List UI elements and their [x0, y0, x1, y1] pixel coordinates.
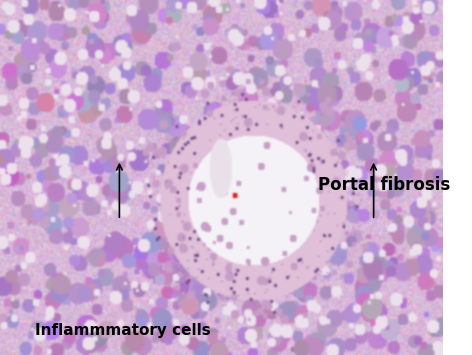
Text: Inflammmatory cells: Inflammmatory cells: [35, 323, 211, 338]
Text: Portal fibrosis: Portal fibrosis: [319, 176, 451, 193]
